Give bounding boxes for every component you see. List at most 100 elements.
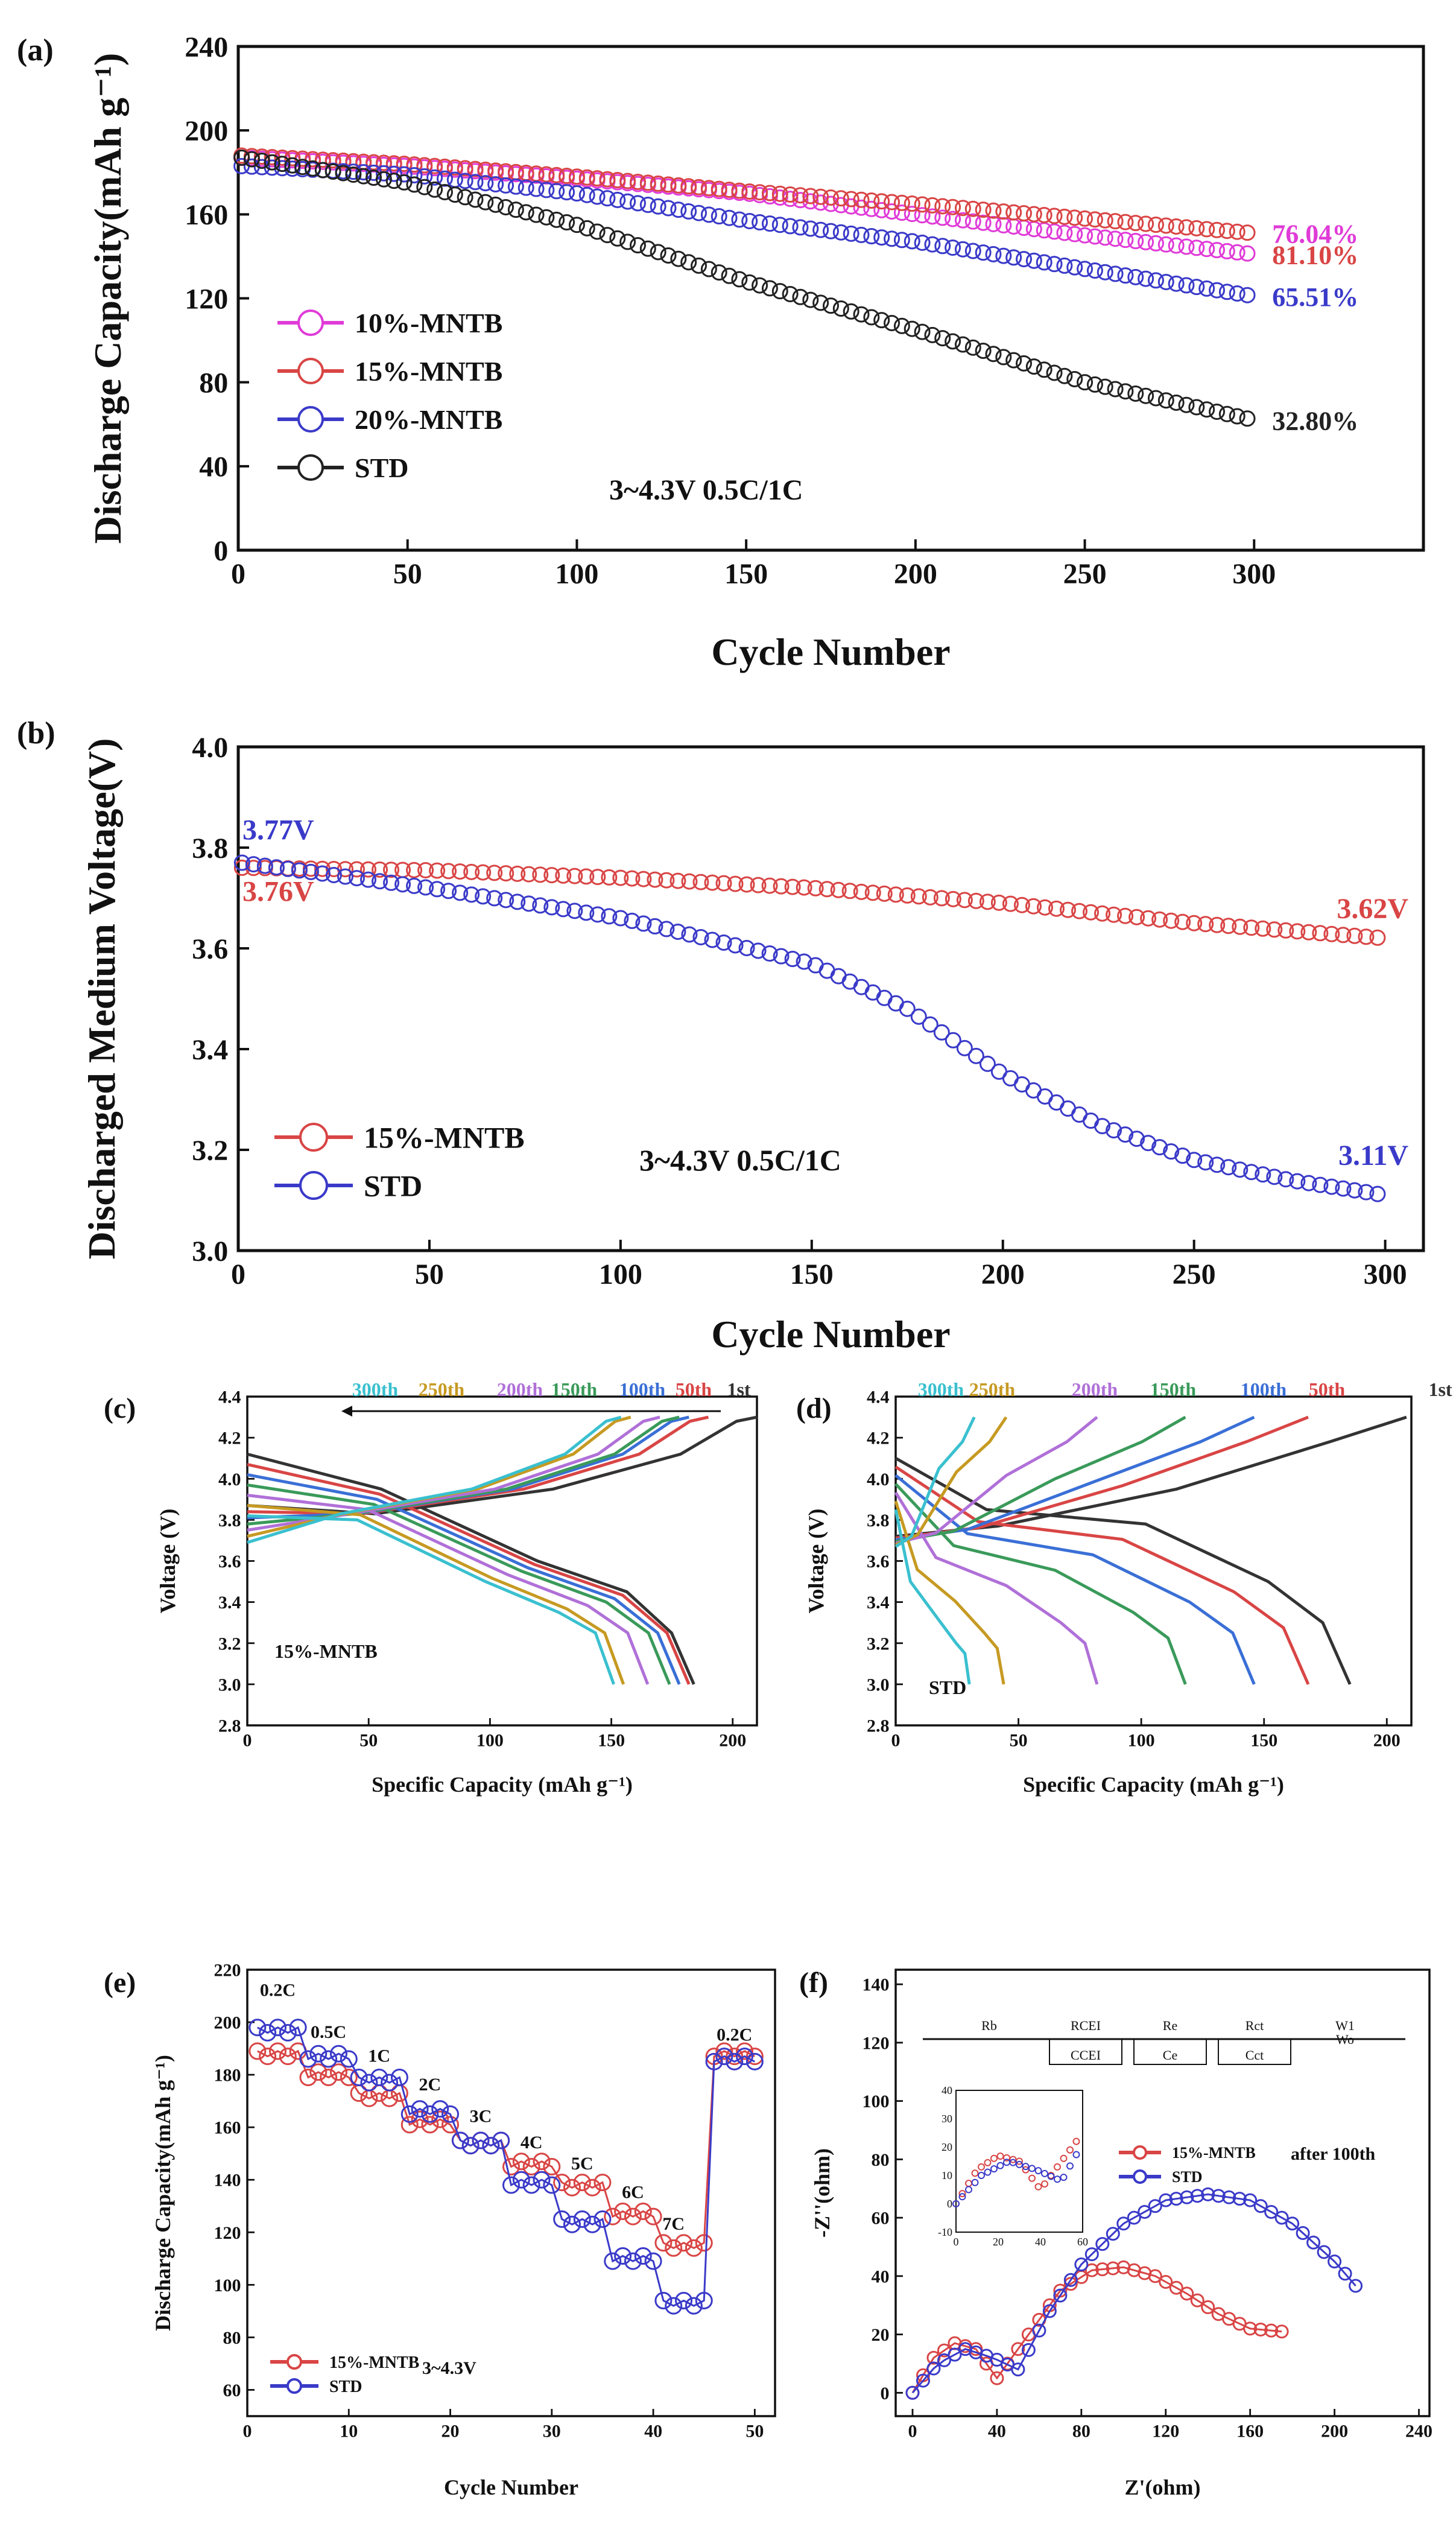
data-point	[1220, 1159, 1237, 1176]
data-point	[305, 151, 321, 168]
rate-label: 0.2C	[717, 2025, 752, 2045]
plot-frame	[894, 1395, 1413, 1727]
data-point	[475, 864, 492, 881]
data-point	[1285, 2216, 1300, 2231]
legend-marker	[299, 1171, 328, 1200]
data-point	[461, 2137, 480, 2155]
data-point	[1369, 1185, 1386, 1202]
data-point	[1243, 1164, 1260, 1181]
data-point	[599, 190, 616, 207]
data-point	[634, 2247, 652, 2265]
cycle-label: 1st	[1428, 1378, 1452, 1400]
legend-marker	[297, 309, 324, 336]
data-point	[1157, 274, 1174, 291]
data-point	[990, 2371, 1004, 2385]
circuit-label: Re	[1163, 2018, 1177, 2033]
data-point	[1138, 2204, 1152, 2219]
data-point	[995, 247, 1012, 264]
data-point	[1190, 2293, 1204, 2308]
data-point	[1274, 2210, 1289, 2225]
data-point	[416, 168, 433, 185]
inset-point	[1041, 2180, 1048, 2188]
data-point	[543, 867, 560, 884]
data-point	[1074, 2257, 1089, 2271]
data-point	[335, 152, 352, 169]
data-point	[1289, 1173, 1306, 1190]
data-point	[1056, 367, 1073, 384]
data-point	[1086, 211, 1103, 228]
data-point	[1218, 405, 1235, 422]
data-point	[863, 192, 880, 209]
data-point	[680, 203, 697, 220]
data-point	[1168, 218, 1185, 235]
data-point	[417, 879, 434, 896]
data-point	[589, 170, 606, 187]
y-tick-label: 120	[185, 283, 228, 315]
data-point	[360, 2073, 378, 2092]
data-point	[843, 225, 859, 242]
data-point	[990, 894, 1007, 911]
data-point	[609, 172, 626, 189]
inset-point	[1034, 2167, 1042, 2175]
data-point	[784, 878, 801, 895]
data-point	[884, 230, 901, 247]
data-point	[654, 2291, 673, 2309]
data-point	[670, 201, 687, 218]
data-point	[1222, 2190, 1236, 2204]
data-point	[1178, 277, 1195, 294]
data-point	[893, 205, 910, 221]
y-tick-label: 100	[863, 2092, 890, 2111]
start-voltage-label: 3.76V	[242, 876, 314, 908]
data-point	[975, 342, 992, 359]
data-point	[752, 277, 768, 294]
nyquist-line	[911, 2266, 1282, 2394]
retention-label: 81.10%	[1272, 240, 1358, 270]
data-point	[665, 2239, 683, 2257]
y-tick-label: 3.8	[867, 1511, 890, 1531]
data-point	[1188, 220, 1205, 236]
data-point	[1151, 911, 1168, 928]
data-point	[680, 178, 697, 195]
data-point	[1159, 2275, 1173, 2289]
data-point	[647, 871, 663, 888]
data-point	[578, 220, 595, 236]
x-tick-label: 200	[719, 1731, 746, 1751]
x-tick-label: 120	[1152, 2422, 1179, 2441]
legend-marker	[297, 406, 324, 433]
data-point	[578, 169, 595, 186]
y-axis-title: Voltage (V)	[804, 1509, 828, 1614]
data-point	[559, 214, 575, 231]
data-point	[873, 193, 890, 210]
data-point	[383, 874, 400, 891]
data-point	[1346, 927, 1363, 944]
data-point	[421, 2105, 439, 2123]
data-point	[325, 866, 342, 883]
data-point	[660, 247, 677, 264]
data-point	[372, 873, 388, 890]
inset-point	[996, 2162, 1004, 2169]
data-point	[396, 156, 413, 173]
discharge-curve	[894, 1474, 1256, 1685]
y-tick-label: 2.8	[867, 1716, 890, 1736]
y-axis-title: Discharge Capacity(mAh g⁻¹)	[151, 2055, 175, 2331]
x-tick-label: 50	[393, 558, 422, 590]
data-point	[1036, 361, 1052, 378]
data-point	[873, 312, 890, 329]
data-point	[1174, 913, 1191, 930]
x-tick-label: 50	[359, 1731, 378, 1751]
data-point	[1188, 240, 1205, 256]
legend-label: 15%-MNTB	[329, 2353, 419, 2372]
data-point	[498, 892, 514, 909]
data-point	[995, 203, 1012, 220]
end-voltage-label: 3.11V	[1338, 1140, 1408, 1172]
data-point	[477, 161, 494, 178]
inset-point	[971, 2178, 979, 2186]
y-tick-label: 160	[185, 199, 228, 231]
x-tick-label: 160	[1236, 2422, 1264, 2441]
y-axis-title: Voltage (V)	[156, 1509, 180, 1614]
rate-label: 0.5C	[311, 2022, 346, 2042]
data-point	[893, 317, 910, 334]
data-point	[360, 871, 377, 888]
data-point	[589, 869, 606, 886]
panel-a-discharge-capacity-cycling: (a) 0 50 100 150 200 250 300 0 40 80 120 160 200 240 Cy…	[17, 31, 1425, 673]
